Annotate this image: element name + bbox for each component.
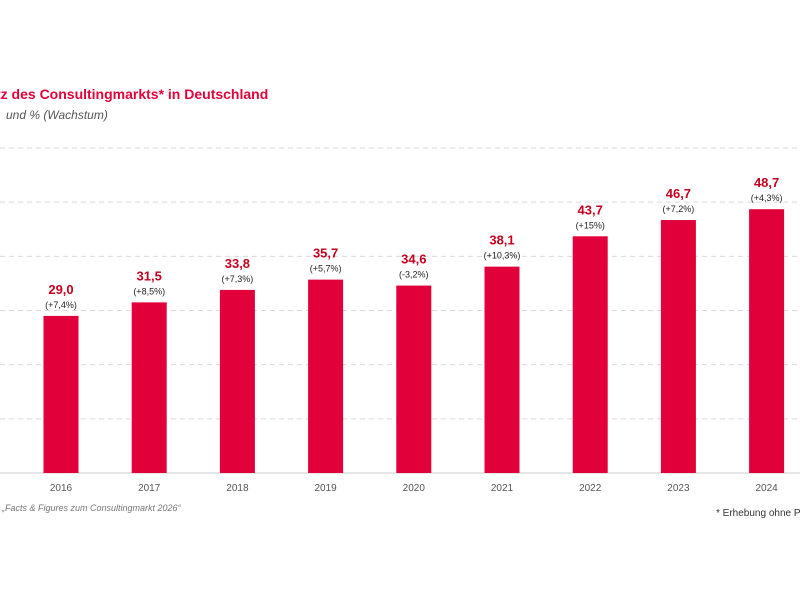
bar-2021: [484, 266, 520, 473]
growth-label-2019: (+5,7%): [310, 264, 342, 274]
value-label-2023: 46,7: [666, 186, 691, 201]
growth-label-2020: (-3,2%): [399, 270, 429, 280]
bar-2018: [219, 289, 255, 473]
value-label-2021: 38,1: [489, 233, 514, 248]
x-tick-label-2021: 2021: [491, 483, 514, 494]
bar-2023: [660, 220, 696, 473]
growth-label-2024: (+4,3%): [751, 193, 783, 203]
chart-title: tz des Consultingmarkts* in Deutschland: [0, 86, 269, 102]
bar-2019: [308, 279, 344, 473]
growth-label-2016: (+7,4%): [45, 300, 77, 310]
bar-2020: [396, 285, 432, 473]
x-tick-label-2023: 2023: [667, 483, 690, 494]
footnote: * Erhebung ohne P: [716, 508, 800, 519]
value-label-2024: 48,7: [754, 175, 779, 190]
x-tick-label-2016: 2016: [50, 483, 73, 494]
growth-label-2022: (+15%): [576, 220, 605, 230]
value-label-2020: 34,6: [401, 252, 426, 267]
value-label-2017: 31,5: [137, 268, 162, 283]
growth-label-2017: (+8,5%): [133, 286, 165, 296]
x-tick-label-2017: 2017: [138, 483, 161, 494]
source-note: „Facts & Figures zum Consultingmarkt 202…: [2, 503, 181, 513]
growth-label-2021: (+10,3%): [484, 251, 521, 261]
chart-subtitle: und % (Wachstum): [6, 108, 108, 122]
value-label-2022: 43,7: [578, 202, 603, 217]
bar-2016: [43, 315, 79, 473]
x-tick-label-2020: 2020: [403, 483, 426, 494]
x-tick-label-2019: 2019: [314, 483, 337, 494]
x-tick-label-2024: 2024: [755, 483, 778, 494]
value-label-2019: 35,7: [313, 246, 338, 261]
value-label-2016: 29,0: [48, 282, 73, 297]
x-tick-label-2018: 2018: [226, 483, 249, 494]
bar-2017: [131, 302, 167, 473]
x-tick-label-2022: 2022: [579, 483, 602, 494]
bar-2022: [572, 236, 608, 473]
growth-label-2018: (+7,3%): [222, 274, 254, 284]
bar-2024: [749, 209, 785, 474]
value-label-2018: 33,8: [225, 256, 250, 271]
growth-label-2023: (+7,2%): [663, 204, 695, 214]
